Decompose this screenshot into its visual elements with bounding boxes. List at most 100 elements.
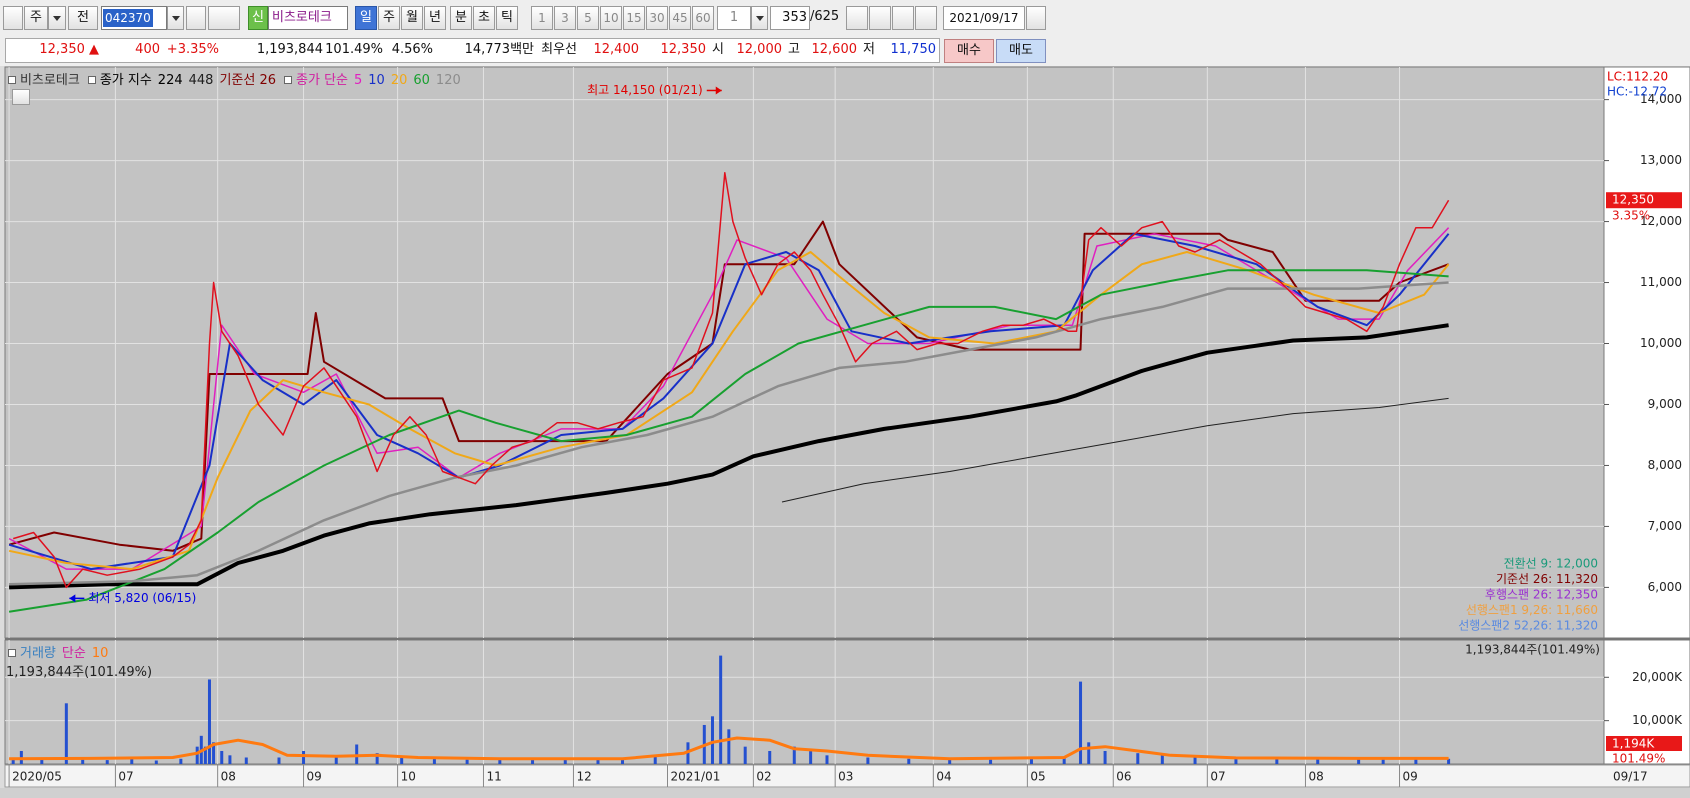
volume-bar [596,758,600,764]
unit-button[interactable]: 일 [355,6,377,30]
volume-bar [727,729,731,764]
legend-entry: 10 [368,73,385,88]
tool-button[interactable] [846,6,868,30]
period-select[interactable]: 1 [717,6,751,30]
period-button[interactable]: 30 [646,6,668,30]
info-change-pct: +3.35% [166,42,219,57]
volume-bar [1414,757,1418,764]
unit-button[interactable]: 분 [450,6,472,30]
series-line [9,323,1449,590]
info-price: 12,350 ▲ [39,42,99,57]
volume-bar [179,758,183,764]
info-ask: 12,400 [593,42,640,57]
unit-button[interactable]: 주 [378,6,400,30]
volume-bar [809,750,813,764]
y-tick-label: 14,000 [1640,92,1682,106]
period-button[interactable]: 15 [623,6,645,30]
ichimoku-label: 기준선 26: 11,320 [1496,572,1598,586]
count-total: /625 [810,9,840,24]
x-tick-label: 05 [1030,770,1045,784]
volume-bar [375,753,379,764]
legend-group: 종가 지수 [99,73,152,88]
unit-button[interactable]: 년 [424,6,446,30]
sound-button[interactable] [208,6,240,30]
dropdown[interactable] [48,6,66,30]
unit-button[interactable]: 초 [473,6,495,30]
new-badge: 신 [248,6,268,30]
unit-button[interactable]: 월 [401,6,423,30]
legend-entry: 120 [435,73,461,88]
market-select[interactable]: 주 [24,6,48,30]
legend-entry: 10 [91,646,109,661]
volume-bar [244,757,248,764]
volume-bar [277,757,281,764]
count-input[interactable]: 353 [770,6,810,30]
period-button[interactable]: 3 [554,6,576,30]
info-change: 400 [135,42,160,57]
calendar-button[interactable] [1026,6,1046,30]
volume-bar [203,746,207,764]
x-tick-label: 07 [1210,770,1225,784]
volume-bar [825,755,829,764]
volume-bar [653,755,657,764]
volume-bar [743,746,747,764]
volume-bar [207,679,211,764]
x-end-label: 09/17 [1613,770,1648,784]
search-button[interactable] [186,6,206,30]
menu-button[interactable] [3,6,23,30]
x-tick-label: 03 [838,770,853,784]
buy-button[interactable]: 매수 [944,39,994,63]
period-button[interactable]: 45 [669,6,691,30]
tool-button[interactable] [915,6,937,30]
stock-name[interactable]: 비츠로테크 [268,6,348,30]
annotation-text: 최저 5,820 (06/15) [88,591,196,605]
date-input[interactable]: 2021/09/17 [943,6,1025,30]
sell-button[interactable]: 매도 [996,39,1046,63]
series-line [8,251,1450,571]
info-volume-ratio: 101.49% [325,42,383,57]
volume-bar [866,757,870,764]
code-input[interactable]: 042370 [103,9,153,27]
volume-bar [768,750,772,764]
info-high: 12,600 [811,42,858,57]
volume-bar [1160,755,1164,764]
dropdown[interactable] [751,6,768,30]
period-button[interactable]: 60 [692,6,714,30]
tool-button[interactable] [892,6,914,30]
unit-button[interactable]: 틱 [496,6,518,30]
info-volume: 1,193,844 [256,42,323,57]
series-line [8,220,1449,552]
y-tick-label: 10,000K [1632,713,1683,727]
volume-bar [1062,757,1066,764]
volume-bar [1234,758,1238,764]
y-tick-label: 8,000 [1648,458,1682,472]
y-tick-label: 13,000 [1640,153,1682,167]
legend-group: 단순 [61,646,86,661]
legend-entry: 5 [354,73,363,88]
last-change-label: 3.35% [1612,209,1650,223]
prev-button[interactable]: 전 [68,6,98,30]
volume-bar [334,755,338,764]
legend-marker [87,76,96,84]
legend-entry: 448 [188,73,214,88]
y-tick-label: 20,000K [1632,670,1683,684]
legend-entry: 기준선 26 [219,73,277,88]
status-strip [0,788,1690,798]
price-legend: 비츠로테크 종가 지수 224 448 기준선 26 종가 단순 5 10 20 60 120 [6,69,467,88]
scale-label: HC:-12.72 [1607,85,1667,99]
tool-button[interactable] [869,6,891,30]
volume-bar [81,759,85,764]
volume-bar [11,757,15,764]
dropdown[interactable] [167,6,184,30]
volume-bar [212,742,216,764]
series-line [12,172,1450,589]
period-button[interactable]: 1 [531,6,553,30]
info-high-label: 고 [788,42,800,57]
period-button[interactable]: 10 [600,6,622,30]
grid-toggle[interactable] [12,89,30,105]
y-tick-label: 7,000 [1648,519,1682,533]
y-tick-label: 12,000 [1640,214,1682,228]
volume-bar [1316,757,1320,764]
period-button[interactable]: 5 [577,6,599,30]
volume-bar [195,746,199,764]
